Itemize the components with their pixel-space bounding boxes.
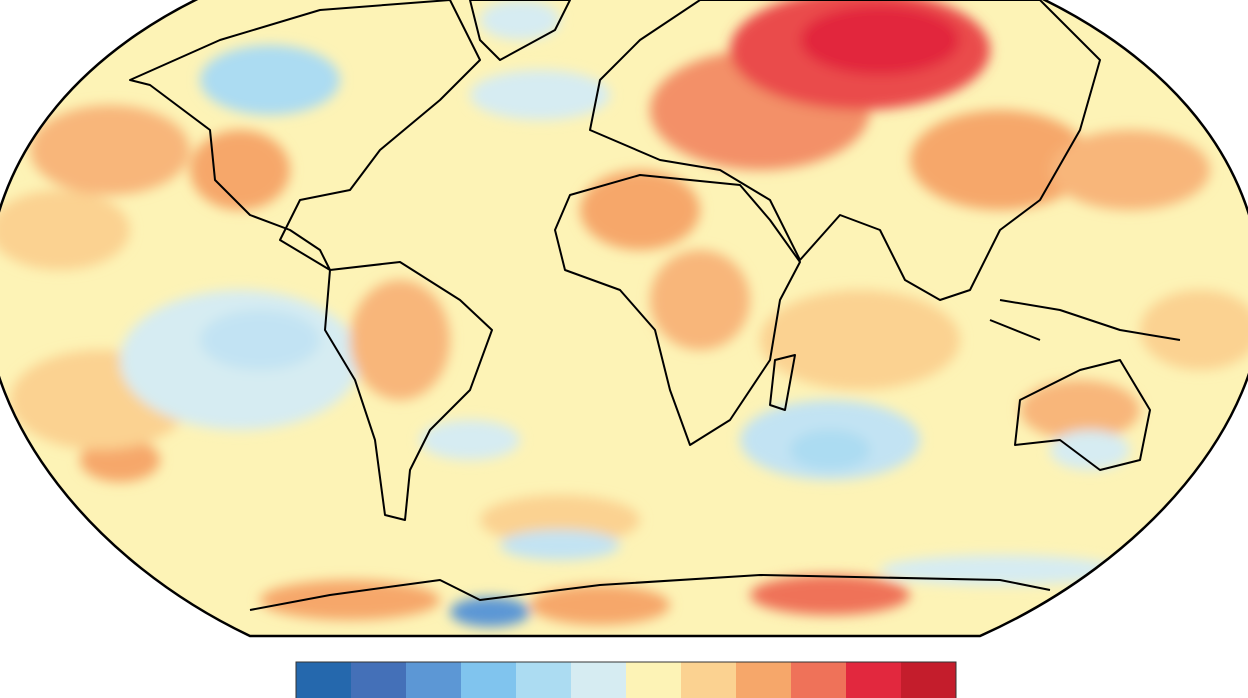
colorbar-swatch [736,662,791,698]
colorbar-swatch [901,662,956,698]
colorbar-swatch [846,662,901,698]
map-outline [0,0,1248,638]
colorbar-swatch [791,662,846,698]
colorbar-swatch [516,662,571,698]
colorbar-swatch [626,662,681,698]
colorbar [295,661,957,698]
north-america [129,0,481,271]
colorbar-swatch [406,662,461,698]
colorbar-frame [295,661,957,698]
anomaly-field [0,0,1248,636]
greenland [469,0,571,61]
maritime-asia [989,299,1181,341]
colorbar-swatch [461,662,516,698]
colorbar-swatch [296,662,351,698]
coastlines [129,0,1181,611]
south-america [324,261,493,521]
australia [1014,359,1151,471]
africa [554,174,801,446]
colorbar-swatch [681,662,736,698]
eurasia [589,0,1101,301]
anomaly-patches [0,0,1248,627]
colorbar-swatch [571,662,626,698]
colorbar-swatch [351,662,406,698]
antarctica [249,574,1051,611]
madagascar [769,354,796,411]
